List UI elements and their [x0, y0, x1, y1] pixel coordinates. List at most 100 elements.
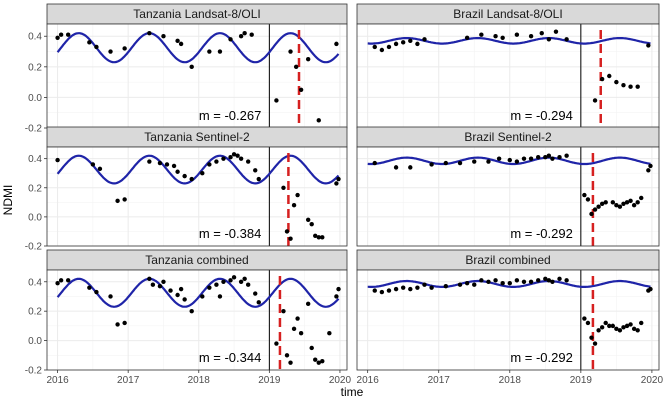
data-point [245, 282, 251, 287]
facet-strip-label: Tanzania Landsat-8/OLI [133, 7, 260, 21]
data-point [295, 316, 300, 321]
data-point [284, 229, 290, 234]
data-point [334, 181, 339, 186]
data-point [249, 32, 254, 37]
data-point [648, 286, 653, 292]
data-point [564, 37, 569, 42]
data-point [291, 326, 297, 332]
data-point [55, 281, 60, 286]
data-point [122, 197, 127, 202]
data-point [147, 159, 152, 164]
data-point [635, 84, 640, 89]
y-tick-label: 0.2 [28, 307, 42, 318]
x-tick-label: 2018 [499, 375, 522, 386]
data-point [175, 38, 180, 44]
data-point [178, 286, 184, 292]
fitted-model-line [367, 156, 651, 166]
data-point [539, 30, 544, 36]
data-point [546, 153, 552, 158]
data-point [295, 192, 300, 198]
data-point [372, 160, 377, 166]
y-tick-label: 0.0 [28, 336, 42, 347]
data-point [528, 279, 534, 284]
data-point [635, 328, 640, 333]
data-point [646, 168, 651, 173]
data-point [108, 294, 113, 299]
data-point [200, 171, 205, 176]
data-point [393, 165, 399, 170]
data-point [228, 154, 233, 160]
data-point [443, 283, 449, 289]
y-tick-label: 0.0 [28, 212, 42, 223]
data-point [87, 285, 92, 290]
data-point [639, 320, 644, 326]
data-point [564, 153, 569, 158]
data-point [238, 156, 244, 161]
x-tick-label: 2019 [570, 375, 593, 386]
data-point [393, 286, 399, 292]
data-point [221, 156, 226, 161]
facet-strip-label: Brazil Landsat-8/OLI [453, 7, 562, 21]
data-point [94, 289, 99, 295]
data-point [274, 98, 279, 103]
panel-data [367, 24, 651, 128]
facet-panel: Tanzania combined m = -0.344 -0.2 0.0 0.2 0.4… [25, 249, 352, 386]
data-point [582, 316, 587, 321]
data-point [313, 233, 318, 239]
data-point [108, 49, 113, 54]
data-point [316, 360, 321, 365]
y-tick-label: 0.4 [28, 154, 42, 165]
data-point [334, 41, 339, 47]
data-point [599, 76, 605, 82]
facet-panel: Tanzania Landsat-8/OLI m = -0.267 -0.2 0.0 0… [25, 3, 348, 135]
data-point [214, 159, 219, 164]
slope-label: m = -0.384 [199, 226, 262, 241]
data-point [305, 301, 311, 307]
data-point [550, 279, 555, 284]
data-point [178, 41, 184, 47]
data-point [316, 118, 321, 123]
y-tick-label: 0.0 [28, 93, 42, 104]
data-point [284, 353, 290, 358]
data-point [164, 162, 170, 167]
slope-label: m = -0.292 [510, 350, 573, 365]
data-point [274, 341, 279, 346]
data-point [115, 322, 120, 327]
data-point [493, 34, 498, 39]
data-point [621, 201, 626, 206]
data-point [607, 73, 612, 79]
data-point [486, 279, 491, 284]
data-point [457, 282, 463, 287]
data-point [288, 360, 293, 365]
data-point [55, 157, 60, 163]
data-point [334, 294, 339, 299]
facet-strip-label: Brazil Sentinel-2 [464, 130, 552, 144]
data-point [631, 203, 637, 208]
data-point [514, 159, 520, 164]
data-point [635, 200, 640, 205]
data-point [309, 221, 314, 227]
x-tick-label: 2017 [117, 375, 140, 386]
panel-background [357, 24, 659, 128]
data-point [614, 203, 619, 208]
data-point [235, 153, 240, 158]
panel-data [55, 270, 341, 370]
data-point [646, 43, 651, 48]
data-point [564, 278, 569, 283]
data-point [161, 34, 166, 39]
x-tick-label: 2017 [428, 375, 451, 386]
data-point [408, 38, 413, 44]
data-point [238, 34, 244, 39]
data-point [546, 278, 552, 283]
data-point [621, 325, 626, 330]
data-point [628, 198, 633, 204]
data-point [242, 276, 247, 282]
fitted-model-line [367, 279, 651, 288]
x-tick-label: 2016 [357, 375, 380, 386]
fitted-model-line [367, 37, 651, 45]
data-point [231, 275, 237, 280]
data-point [316, 235, 321, 240]
panel-border [356, 269, 660, 371]
slope-label: m = -0.294 [510, 108, 573, 123]
